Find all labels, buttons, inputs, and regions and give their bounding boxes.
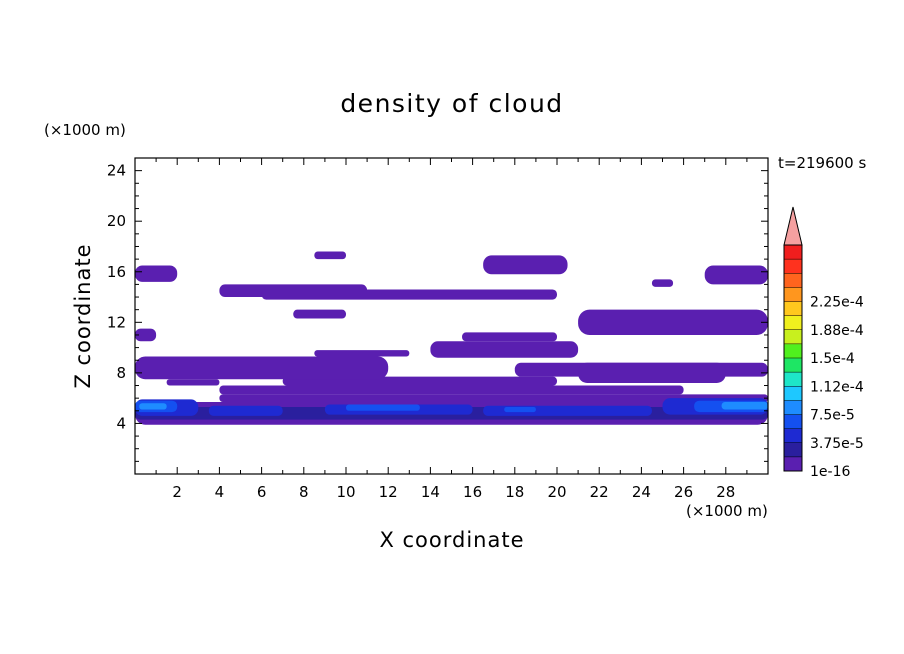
colorbar-swatch bbox=[784, 273, 802, 288]
colorbar-swatch bbox=[784, 358, 802, 373]
contour-region bbox=[504, 407, 536, 413]
contour-region bbox=[721, 401, 768, 410]
colorbar-label: 1.88e-4 bbox=[810, 323, 864, 339]
colorbar-label: 1.5e-4 bbox=[810, 351, 855, 367]
contour-region bbox=[314, 251, 346, 260]
colorbar-label: 2.25e-4 bbox=[810, 295, 864, 311]
colorbar-swatch bbox=[784, 386, 802, 401]
x-tick-label: 6 bbox=[257, 483, 267, 501]
contour-region bbox=[314, 350, 410, 357]
colorbar-swatch bbox=[784, 259, 802, 274]
colorbar-extend-triangle bbox=[783, 206, 803, 246]
contour-regions bbox=[135, 251, 768, 425]
contour-region bbox=[578, 309, 768, 335]
contour-region bbox=[139, 403, 167, 410]
colorbar-label: 7.5e-5 bbox=[810, 408, 855, 424]
contour-region bbox=[208, 405, 283, 416]
colorbar-swatch bbox=[784, 287, 802, 302]
x-tick-label: 8 bbox=[299, 483, 309, 501]
colorbar-swatch bbox=[784, 301, 802, 316]
contour-region bbox=[135, 356, 389, 380]
contour-region bbox=[261, 289, 557, 300]
contour-region bbox=[135, 265, 178, 282]
contour-region bbox=[346, 404, 420, 411]
x-tick-label: 22 bbox=[590, 483, 609, 501]
contour-region bbox=[704, 265, 768, 285]
y-unit-label: (×1000 m) bbox=[44, 121, 126, 139]
colorbar-swatch bbox=[784, 372, 802, 387]
contour-region bbox=[166, 379, 220, 386]
chart-title: density of cloud bbox=[340, 89, 563, 118]
colorbar-swatch bbox=[784, 315, 802, 331]
contour-region bbox=[430, 341, 579, 358]
colorbar-swatch bbox=[784, 414, 802, 429]
contour-region bbox=[578, 362, 726, 383]
colorbar: 1e-16 3.75e-5 7.5e-5 1.12e-4 1.5e-4 1.88e-4 2.… bbox=[783, 206, 864, 480]
contour-region bbox=[462, 332, 557, 342]
x-axis-label: X coordinate bbox=[379, 528, 524, 552]
x-tick-label: 24 bbox=[632, 483, 651, 501]
x-tick-label: 28 bbox=[716, 483, 735, 501]
x-tick-label: 2 bbox=[172, 483, 182, 501]
contour-region bbox=[219, 394, 768, 402]
colorbar-label: 1.12e-4 bbox=[810, 379, 864, 395]
colorbar-swatch bbox=[784, 343, 802, 359]
time-label: t=219600 s bbox=[778, 154, 866, 172]
y-tick-label: 16 bbox=[107, 263, 126, 281]
contour-region bbox=[651, 279, 674, 287]
colorbar-swatch bbox=[784, 428, 802, 444]
y-tick-label: 24 bbox=[107, 162, 126, 180]
contour-region bbox=[483, 255, 568, 275]
y-tick-label: 8 bbox=[116, 364, 126, 382]
x-tick-label: 26 bbox=[674, 483, 693, 501]
x-tick-label: 10 bbox=[336, 483, 355, 501]
y-tick-label: 20 bbox=[107, 212, 126, 230]
colorbar-label: 1e-16 bbox=[810, 464, 850, 480]
x-unit-label: (×1000 m) bbox=[686, 502, 768, 520]
colorbar-label: 3.75e-5 bbox=[810, 436, 864, 452]
y-tick-label: 4 bbox=[116, 414, 126, 432]
x-axis: 2 4 6 8 10 12 14 16 18 20 22 24 26 28 bbox=[155, 158, 748, 501]
x-tick-label: 20 bbox=[547, 483, 566, 501]
contour-region bbox=[293, 309, 346, 319]
contour-region bbox=[135, 328, 157, 342]
y-tick-label: 12 bbox=[107, 313, 126, 331]
colorbar-swatch bbox=[784, 245, 802, 260]
colorbar-swatch bbox=[784, 442, 802, 458]
colorbar-swatch bbox=[784, 400, 802, 415]
x-tick-label: 14 bbox=[421, 483, 440, 501]
contour-region bbox=[219, 385, 684, 395]
y-axis: 4 8 12 16 20 24 bbox=[107, 162, 768, 462]
y-axis-label: Z coordinate bbox=[71, 243, 95, 388]
x-tick-label: 12 bbox=[379, 483, 398, 501]
x-tick-label: 16 bbox=[463, 483, 482, 501]
x-tick-label: 18 bbox=[505, 483, 524, 501]
x-tick-label: 4 bbox=[215, 483, 225, 501]
colorbar-swatch bbox=[784, 456, 802, 472]
colorbar-swatch bbox=[784, 329, 802, 345]
